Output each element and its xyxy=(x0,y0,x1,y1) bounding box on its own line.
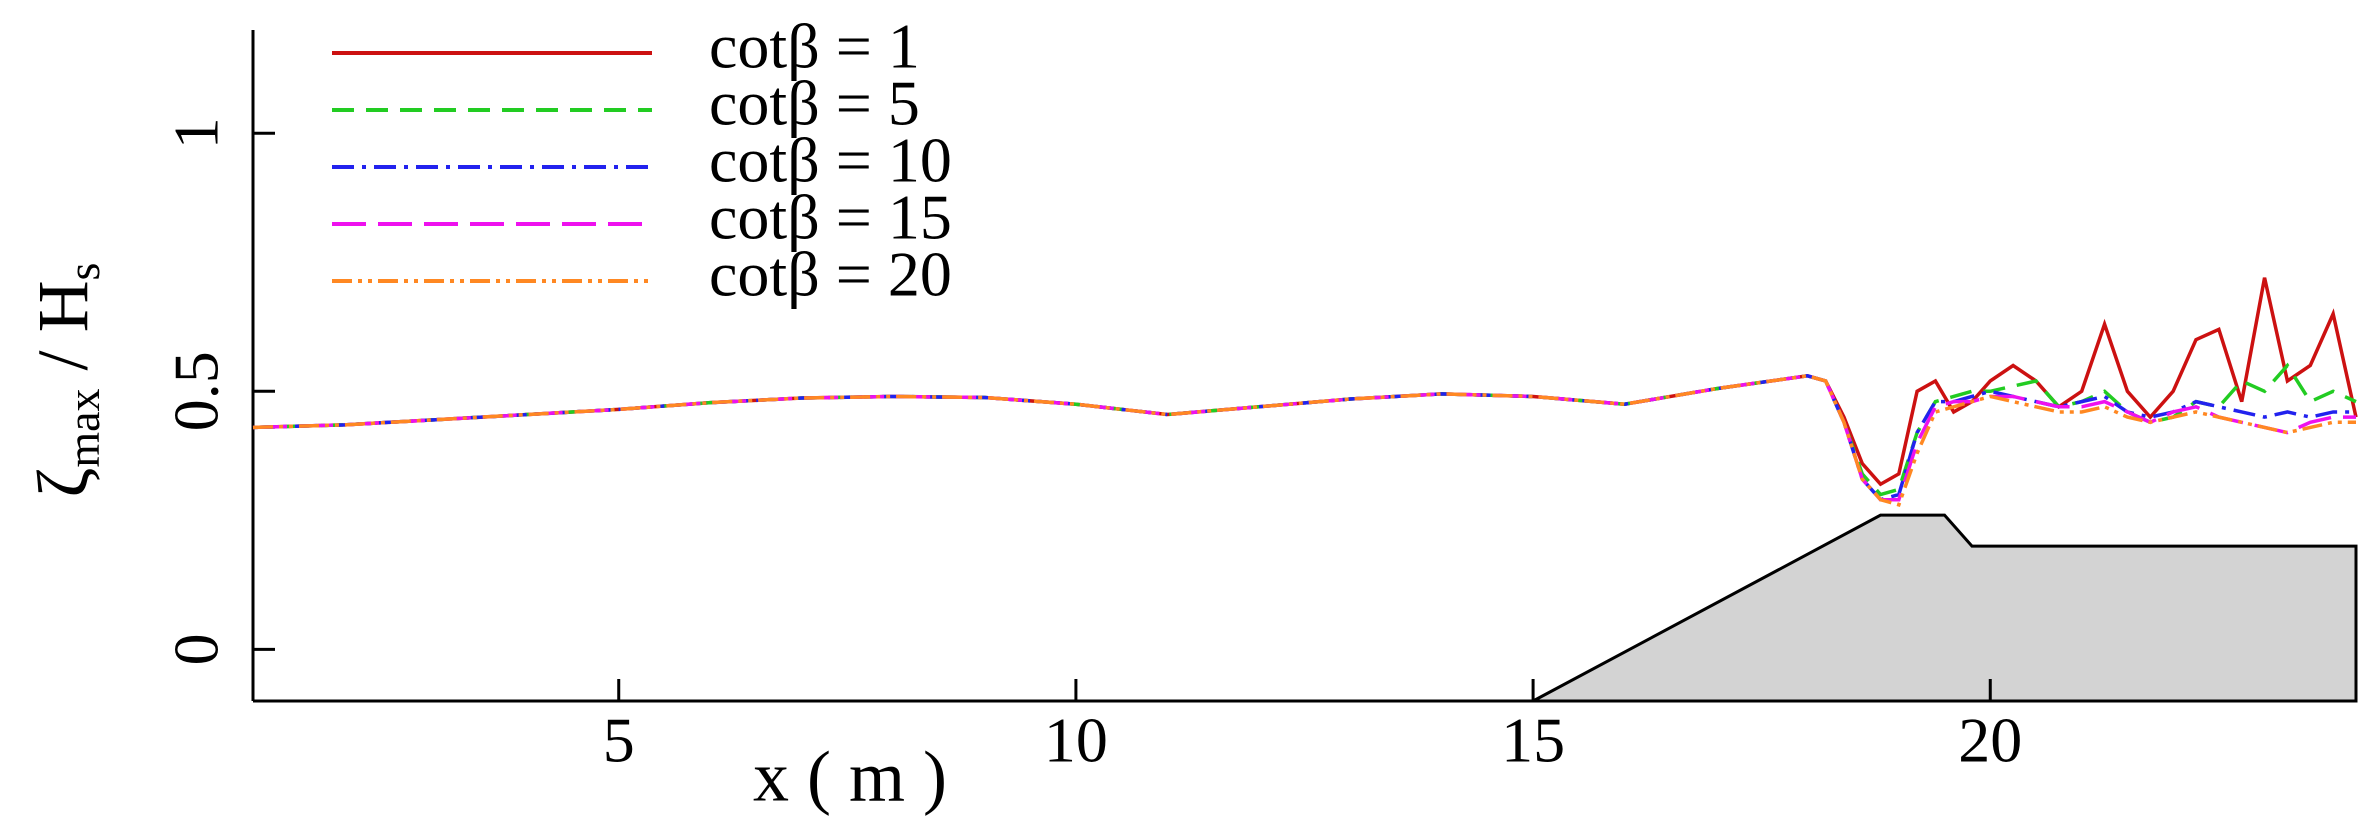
legend-label: cotβ = 10 xyxy=(709,125,952,196)
y-label-over: / H xyxy=(23,280,103,388)
y-label-sub: max xyxy=(58,388,109,467)
y-axis-label: ζmax / Hs xyxy=(23,263,109,498)
data-line xyxy=(252,277,2358,487)
y-tick-label: 1 xyxy=(161,117,232,149)
structure-profile xyxy=(1532,513,2358,703)
legend-label: cotβ = 15 xyxy=(709,182,952,253)
legend-label: cotβ = 5 xyxy=(709,68,920,139)
x-tick-label: 10 xyxy=(1044,705,1108,776)
y-tick-label: 0 xyxy=(161,633,232,665)
legend-label: cotβ = 1 xyxy=(709,11,920,82)
x-tick-label: 5 xyxy=(603,705,635,776)
y-tick-label: 0.5 xyxy=(161,351,232,431)
legend-label: cotβ = 20 xyxy=(709,239,952,310)
y-label-over-sub: s xyxy=(58,263,109,281)
data-line xyxy=(252,374,2356,502)
x-tick-label: 15 xyxy=(1501,705,1565,776)
data-line xyxy=(252,374,2356,507)
x-tick-label: 20 xyxy=(1958,705,2022,776)
x-axis-label: x ( m ) xyxy=(753,737,947,817)
data-line xyxy=(252,374,2356,502)
y-label-main: ζ xyxy=(23,468,103,498)
